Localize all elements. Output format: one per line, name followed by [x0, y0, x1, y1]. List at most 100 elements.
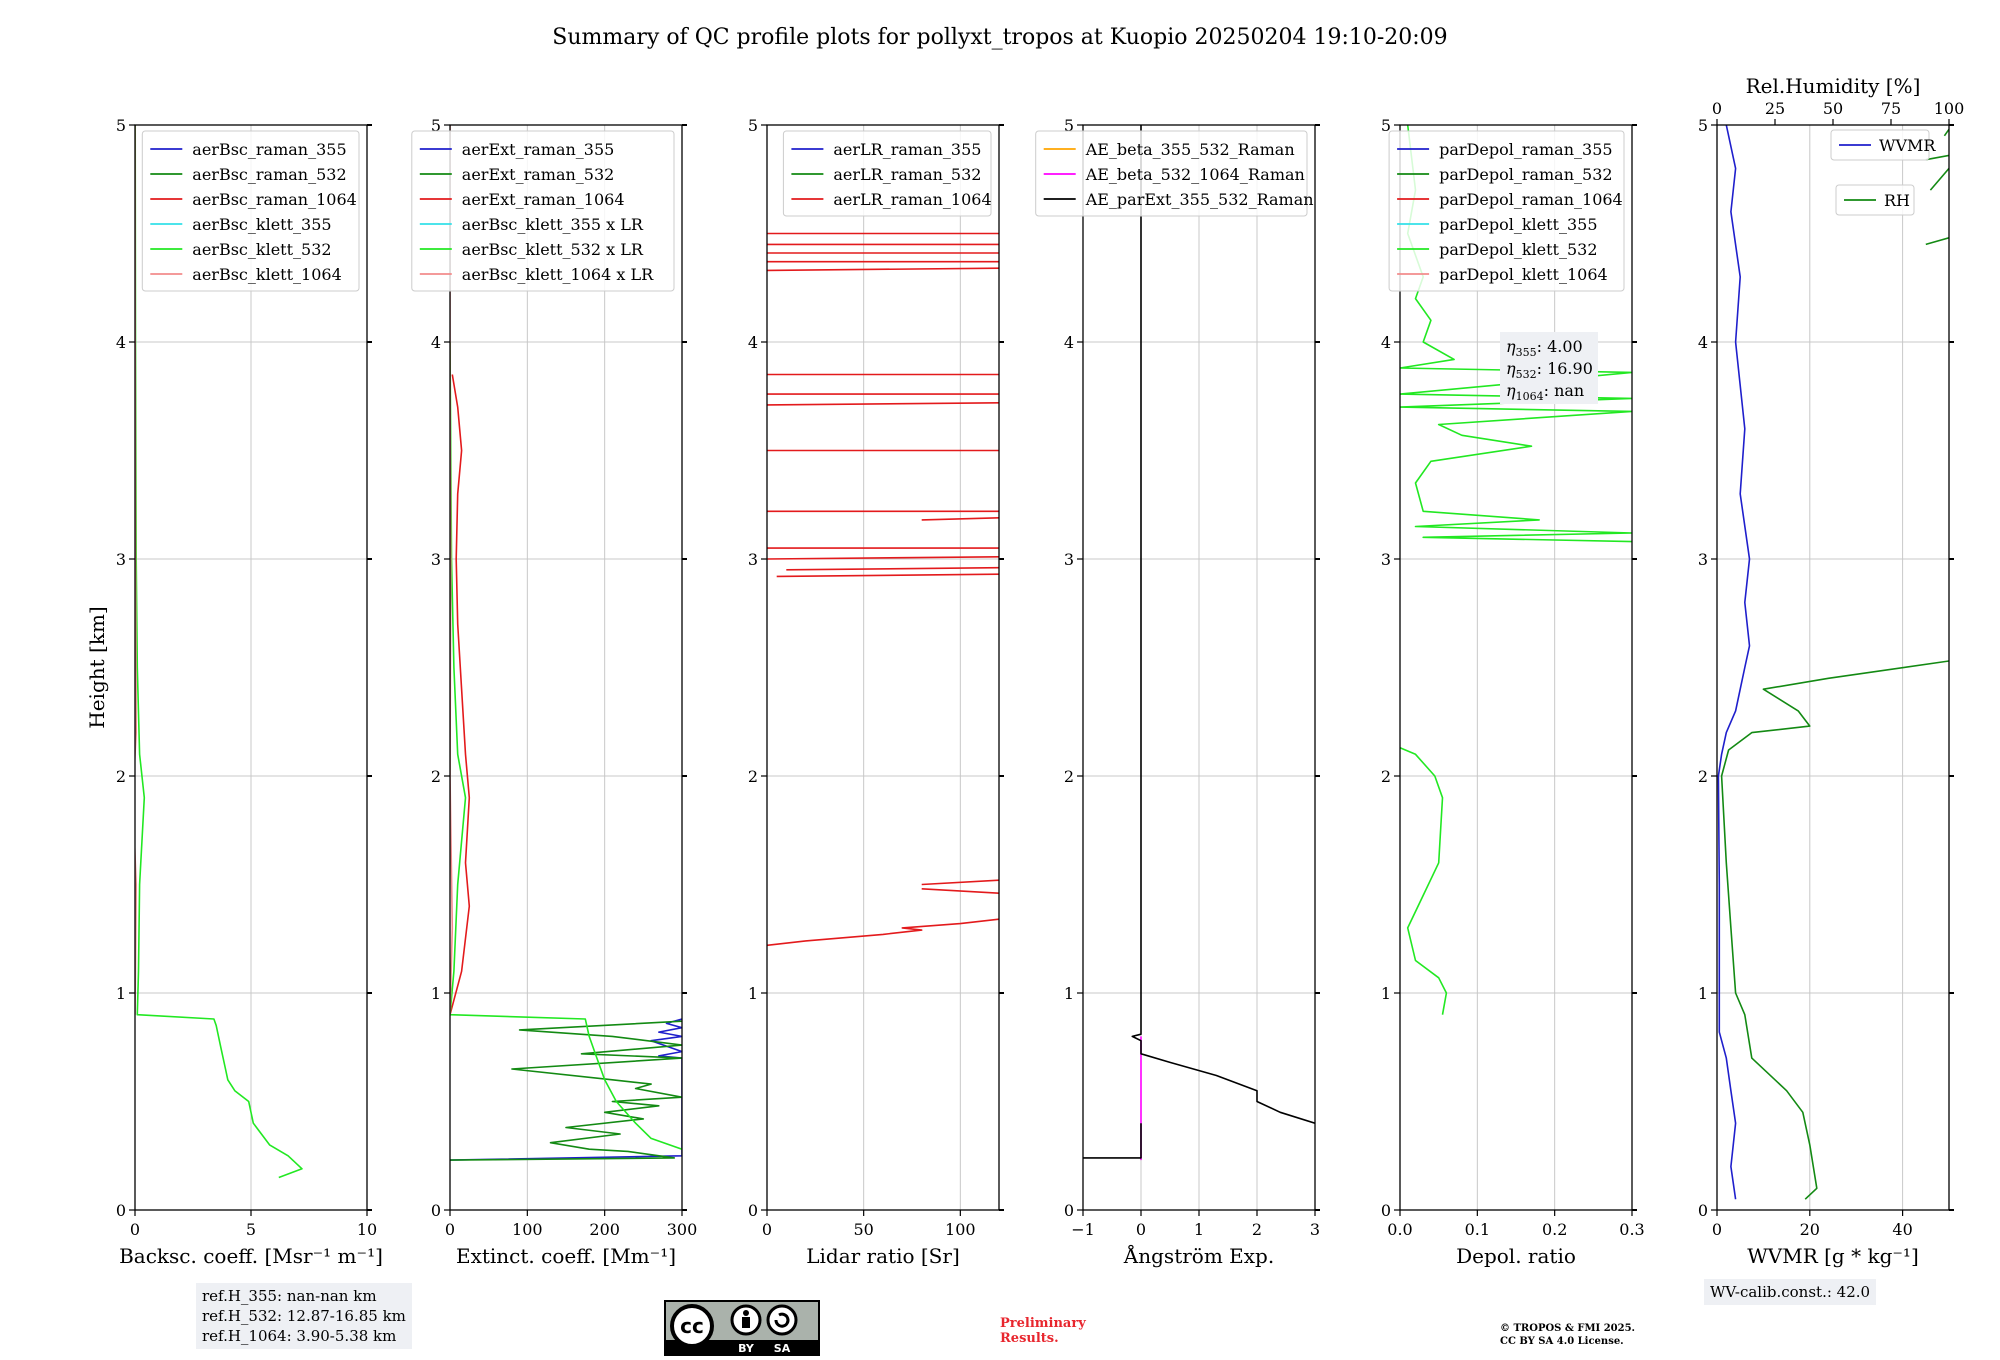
legend-label-ae-2: AE_parExt_355_532_Raman: [1085, 190, 1314, 209]
legend-label-depol-5: parDepol_klett_1064: [1439, 265, 1608, 284]
x-tick-label-depol-1: 0.1: [1465, 1220, 1490, 1239]
series-line-bsc-4: [135, 125, 303, 1179]
series-line-ext-4: [450, 341, 682, 1150]
y-tick-label-lr-3: 3: [748, 550, 758, 569]
y-tick-label-depol-1: 1: [1381, 984, 1391, 1003]
y-tick-label-ext-2: 2: [431, 767, 441, 786]
legend-label-depol-0: parDepol_raman_355: [1439, 140, 1612, 159]
y-tick-label-ae-4: 4: [1064, 333, 1074, 352]
x-tick-label-bsc-2: 10: [357, 1220, 377, 1239]
x-axis-label-ext: Extinct. coeff. [Mm⁻¹]: [456, 1244, 676, 1268]
legend-label-bsc-5: aerBsc_klett_1064: [192, 265, 341, 284]
x-tick-label-depol-3: 0.3: [1619, 1220, 1644, 1239]
y-tick-label-lr-4: 4: [748, 333, 758, 352]
y-tick-label-wv-3: 3: [1698, 550, 1708, 569]
svg-text:cc: cc: [680, 1314, 704, 1338]
legend-label-lr-1: aerLR_raman_532: [833, 165, 981, 184]
legend-label-bsc-0: aerBsc_raman_355: [192, 140, 346, 159]
cc-sa-label: SA: [774, 1342, 791, 1355]
y-tick-label-depol-4: 4: [1381, 333, 1391, 352]
y-tick-label-ae-2: 2: [1064, 767, 1074, 786]
legend-label-ext-4: aerBsc_klett_532 x LR: [462, 240, 644, 259]
legend-label-depol-2: parDepol_raman_1064: [1439, 190, 1623, 209]
x-tick-label-bsc-0: 0: [130, 1220, 140, 1239]
y-tick-label-ext-5: 5: [431, 116, 441, 135]
x-tick-label-ext-3: 300: [667, 1220, 698, 1239]
legend-label-depol-1: parDepol_raman_532: [1439, 165, 1612, 184]
eta-line-0: η355: 4.00: [1506, 337, 1583, 359]
y-tick-label-ext-0: 0: [431, 1201, 441, 1220]
x-tick-label-wv-1: 20: [1800, 1220, 1820, 1239]
x2-tick-label-0: 0: [1712, 99, 1722, 118]
legend-label-ext-5: aerBsc_klett_1064 x LR: [462, 265, 654, 284]
y-tick-label-wv-1: 1: [1698, 984, 1708, 1003]
eta-line-1: η532: 16.90: [1506, 359, 1593, 381]
x2-tick-label-1: 25: [1765, 99, 1785, 118]
y-tick-label-ext-1: 1: [431, 984, 441, 1003]
legend-label-bsc-3: aerBsc_klett_355: [192, 215, 331, 234]
legend-box-lr: [782, 130, 992, 217]
axes-frame-ext: [449, 124, 683, 1211]
axes-frame-lr: [766, 124, 1000, 1211]
y-tick-label-ae-1: 1: [1064, 984, 1074, 1003]
y-tick-label-wv-4: 4: [1698, 333, 1708, 352]
series-line-wv-0: [1717, 125, 1751, 1200]
x-axis-label-ae: Ångström Exp.: [1123, 1243, 1274, 1268]
figure-title: Summary of QC profile plots for pollyxt_…: [552, 25, 1447, 50]
x-tick-label-wv-2: 40: [1892, 1220, 1912, 1239]
y-tick-label-ae-3: 3: [1064, 550, 1074, 569]
x-axis-label-depol: Depol. ratio: [1456, 1244, 1576, 1268]
x-tick-label-ae-4: 3: [1310, 1220, 1320, 1239]
legend-label-ae-1: AE_beta_532_1064_Raman: [1085, 165, 1305, 184]
x2-tick-label-2: 50: [1823, 99, 1843, 118]
panel-ext: 0 100 200 300 0 1 2 3 4 5 Extinct. coeff. [Mm⁻¹] ae…: [411, 116, 698, 1268]
legend-box-ae: [1035, 130, 1308, 217]
x-axis-label-lr: Lidar ratio [Sr]: [806, 1244, 960, 1268]
series-line-ext-1: [450, 1020, 682, 1161]
x-tick-label-depol-0: 0.0: [1387, 1220, 1412, 1239]
series-group-lr: [767, 232, 999, 947]
legend-label-wv-0: WVMR: [1879, 136, 1936, 155]
legend-label-ae-0: AE_beta_355_532_Raman: [1085, 140, 1295, 159]
preliminary-line-2: Results.: [1000, 1331, 1059, 1346]
legend-label-ext-0: aerExt_raman_355: [462, 140, 615, 159]
legend-label-depol-4: parDepol_klett_532: [1439, 240, 1597, 259]
x-tick-label-lr-0: 0: [762, 1220, 772, 1239]
ref-height-532: ref.H_532: 12.87-16.85 km: [202, 1307, 406, 1325]
y-tick-label-wv-5: 5: [1698, 116, 1708, 135]
y-axis-label: Height [km]: [85, 606, 109, 728]
y-tick-label-bsc-4: 4: [116, 333, 126, 352]
y-tick-label-bsc-5: 5: [116, 116, 126, 135]
legend-label-ext-3: aerBsc_klett_355 x LR: [462, 215, 644, 234]
series-group-ae: [1083, 125, 1315, 1161]
x-tick-label-ext-0: 0: [445, 1220, 455, 1239]
x-tick-label-ae-3: 2: [1252, 1220, 1262, 1239]
y-tick-label-ext-3: 3: [431, 550, 441, 569]
x-tick-label-lr-2: 100: [945, 1220, 976, 1239]
legend-label-ext-1: aerExt_raman_532: [462, 165, 615, 184]
series-group-depol: [1400, 125, 1632, 1015]
legend-box-wv-0: [1830, 129, 1930, 161]
legend-box-bsc: [141, 130, 360, 292]
x-tick-label-ae-2: 1: [1194, 1220, 1204, 1239]
legend-label-bsc-4: aerBsc_klett_532: [192, 240, 331, 259]
y-tick-label-bsc-0: 0: [116, 1201, 126, 1220]
legend-label-depol-3: parDepol_klett_355: [1439, 215, 1597, 234]
x-tick-label-ae-1: 0: [1136, 1220, 1146, 1239]
axes-frame-depol: [1399, 124, 1633, 1211]
y-tick-label-wv-0: 0: [1698, 1201, 1708, 1220]
cc-by-label: BY: [738, 1342, 755, 1355]
x-tick-label-ext-2: 200: [589, 1220, 620, 1239]
x-axis-label-bsc: Backsc. coeff. [Msr⁻¹ m⁻¹]: [119, 1244, 383, 1268]
y-tick-label-bsc-3: 3: [116, 550, 126, 569]
y-tick-label-depol-3: 3: [1381, 550, 1391, 569]
series-line-wv-1: [1720, 128, 1949, 1200]
series-line-ext-2: [450, 374, 471, 1015]
x2-tick-label-4: 100: [1934, 99, 1965, 118]
panel-lr: 0 50 100 0 1 2 3 4 5 Lidar ratio [Sr] aerLR_raman_…: [748, 116, 1004, 1268]
y-tick-label-ext-4: 4: [431, 333, 441, 352]
eta-box: [1500, 332, 1598, 404]
y-tick-label-bsc-2: 2: [116, 767, 126, 786]
series-line-lr-2: [767, 232, 999, 947]
